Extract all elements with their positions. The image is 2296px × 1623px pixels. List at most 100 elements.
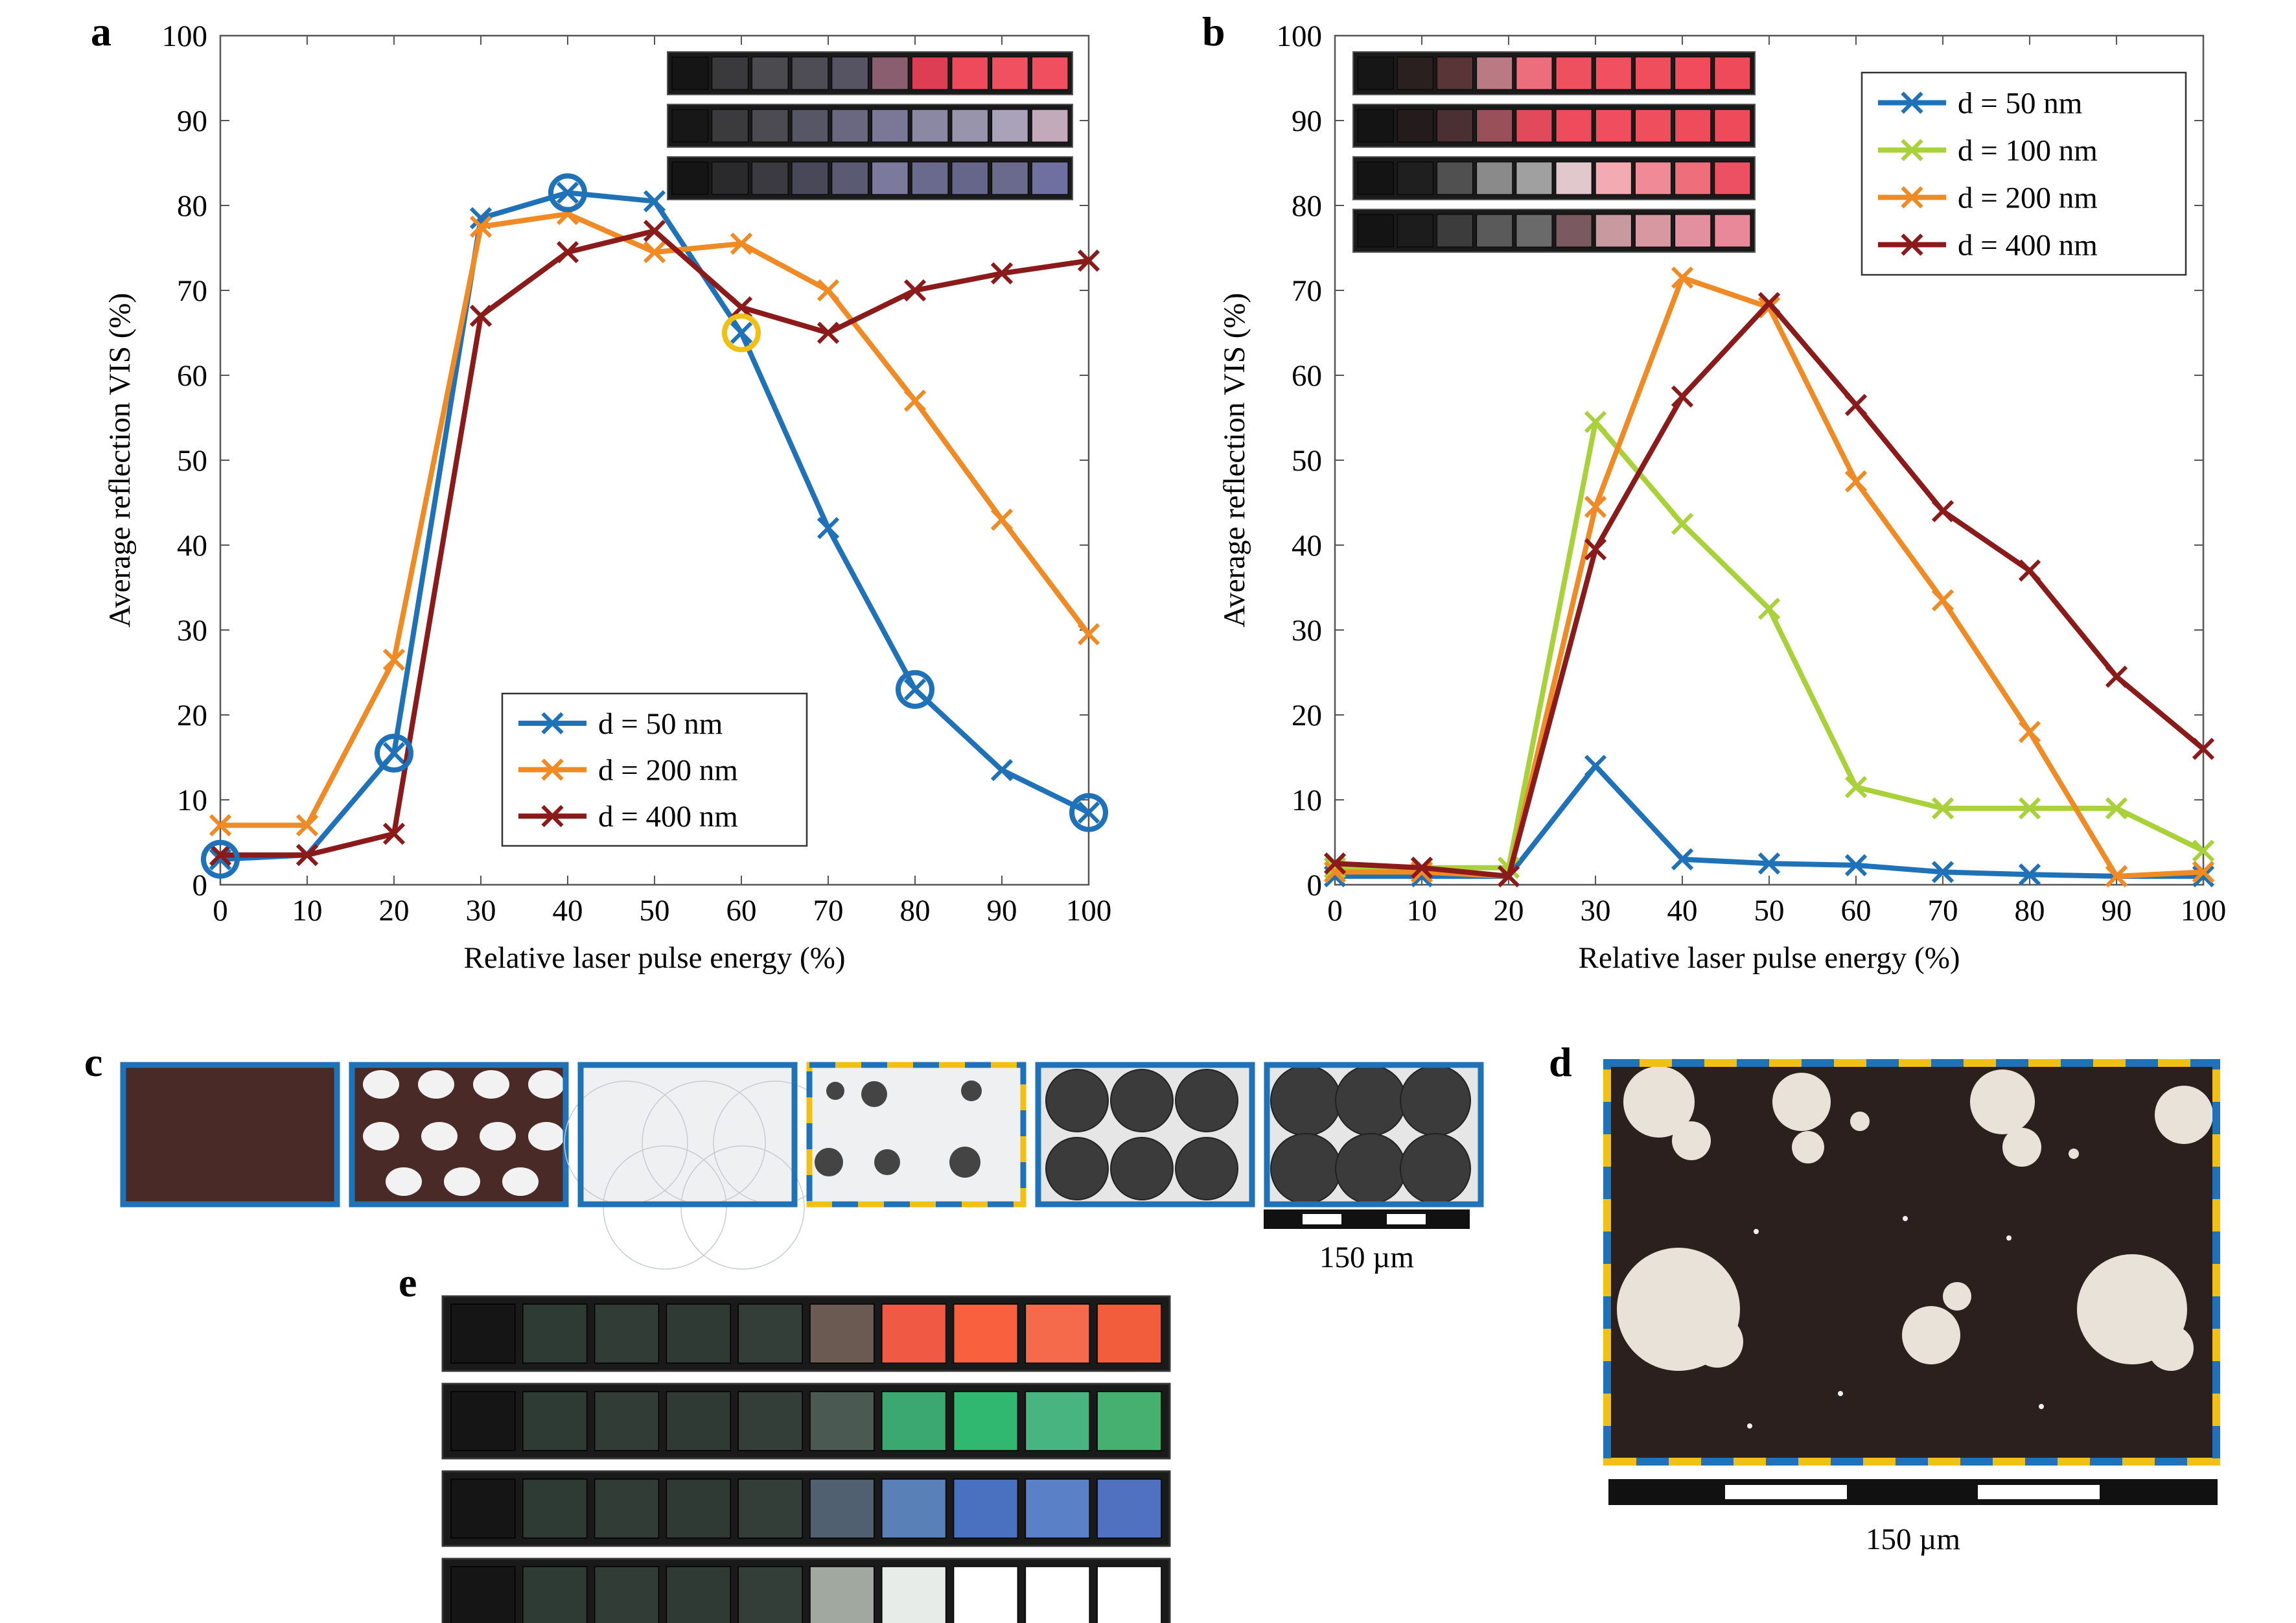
data-point-mark	[1757, 598, 1781, 620]
particle-island	[2148, 1325, 2194, 1371]
y-tick-label: 80	[1292, 189, 1322, 223]
swatch-cell	[1516, 161, 1553, 195]
swatch-cell	[1476, 214, 1513, 248]
swatch-cell	[991, 109, 1028, 143]
tile-crater	[1045, 1069, 1109, 1132]
data-point-mark	[1757, 852, 1781, 875]
tile-crater	[1335, 1133, 1406, 1204]
x-tick-label: 80	[2015, 894, 2045, 928]
panel-label-c: c	[84, 1039, 102, 1085]
swatch-cell	[751, 56, 789, 90]
data-point-mark	[1584, 495, 1607, 519]
swatch-cell	[809, 1391, 875, 1451]
data-point	[990, 262, 1014, 285]
swatch-cell	[450, 1478, 516, 1539]
swatch-cell	[1096, 1303, 1162, 1364]
data-point-mark	[1844, 776, 1868, 799]
particle-dot	[1754, 1229, 1759, 1234]
data-point	[1410, 856, 1433, 879]
swatch-cell	[911, 109, 949, 143]
tile-ring	[603, 1145, 727, 1270]
data-point-mark	[1931, 500, 1954, 522]
x-tick-label: 10	[1407, 894, 1437, 928]
swatch-cell	[1555, 56, 1592, 90]
legend-label: d = 200 nm	[598, 754, 738, 788]
data-point	[2018, 559, 2041, 582]
data-point	[469, 305, 493, 327]
data-point	[730, 232, 753, 255]
data-point-mark	[990, 759, 1014, 782]
tile-island	[961, 1080, 982, 1101]
data-point	[1671, 513, 1694, 535]
data-point	[1584, 754, 1607, 777]
tile-border	[806, 1062, 1026, 1208]
legend-label: d = 100 nm	[1958, 134, 2098, 168]
data-point	[1671, 266, 1694, 289]
data-point-mark	[556, 181, 579, 204]
swatch-cell	[737, 1478, 803, 1539]
legend-marker	[541, 758, 564, 781]
tile-crater	[1400, 1133, 1471, 1204]
y-tick-label: 60	[1292, 359, 1322, 393]
tile-border	[120, 1062, 340, 1208]
data-point-mark	[1497, 865, 1520, 888]
swatch-cell	[1714, 109, 1751, 143]
tile-dot	[386, 1167, 422, 1196]
swatch-cell	[809, 1478, 875, 1539]
data-point	[1584, 410, 1607, 434]
swatch-cell	[1397, 161, 1433, 195]
y-tick-label: 60	[177, 359, 207, 393]
swatch-cell	[666, 1566, 731, 1623]
x-tick-label: 90	[2102, 894, 2132, 928]
data-point	[2018, 721, 2041, 743]
swatch-cell	[1714, 214, 1751, 248]
data-point	[1931, 500, 1954, 522]
data-point-mark	[1584, 754, 1607, 777]
swatch-cell	[450, 1391, 516, 1451]
swatch-cell	[953, 1391, 1019, 1451]
swatch-cell	[1357, 214, 1394, 248]
y-tick-label: 100	[162, 19, 208, 53]
tile-crater	[1270, 1133, 1341, 1204]
data-point	[1671, 385, 1694, 408]
x-tick-label: 0	[1327, 894, 1343, 928]
swatch-cell	[1675, 214, 1711, 248]
data-point	[1931, 861, 1954, 883]
data-point	[990, 508, 1014, 531]
swatch-cell	[1397, 214, 1433, 248]
tile-crater	[1270, 1065, 1341, 1136]
swatch-cell	[1675, 56, 1711, 90]
tile-dot	[363, 1070, 399, 1099]
particle-island	[1792, 1131, 1824, 1163]
data-point	[1584, 538, 1607, 561]
x-tick-label: 70	[813, 894, 844, 928]
data-point	[2105, 797, 2128, 820]
swatch-cell	[953, 1566, 1019, 1623]
swatch-cell	[594, 1566, 660, 1623]
data-point-mark	[2105, 865, 2128, 888]
swatch-cell	[881, 1303, 947, 1364]
particle-island	[1672, 1121, 1711, 1160]
swatch-cell	[872, 161, 909, 195]
tile-dot	[421, 1122, 458, 1150]
data-point-mark	[2192, 865, 2215, 888]
y-tick-label: 40	[1292, 529, 1322, 563]
data-point	[903, 390, 927, 412]
x-tick-label: 20	[1494, 894, 1524, 928]
swatch-cell	[1025, 1478, 1090, 1539]
data-point-mark	[209, 844, 232, 867]
highlight-circle	[548, 173, 587, 213]
particle-island	[2155, 1086, 2213, 1144]
data-point	[469, 215, 493, 238]
swatch-cell	[1436, 56, 1474, 90]
swatch-cell	[1634, 109, 1672, 143]
data-point-mark	[817, 279, 840, 302]
data-point-mark	[643, 190, 666, 213]
swatch-cell	[791, 161, 829, 195]
legend-marker	[541, 805, 564, 828]
y-tick-label: 10	[1292, 784, 1322, 817]
tile-island	[861, 1081, 887, 1107]
y-tick-label: 0	[1307, 869, 1323, 902]
y-tick-label: 40	[177, 529, 207, 563]
x-tick-label: 0	[213, 894, 228, 928]
